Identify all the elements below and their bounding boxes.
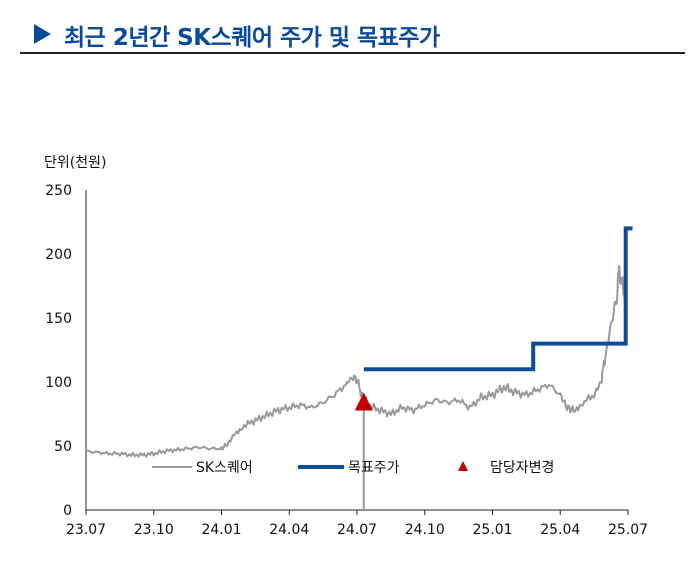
chart-title: 최근 2년간 SK스퀘어 주가 및 목표주가: [64, 25, 440, 51]
series-line-sk-square: [85, 264, 627, 458]
y-tick-label: 50: [54, 439, 72, 455]
legend: SK스퀘어 목표주가 담당자변경: [152, 460, 554, 476]
legend-label-manager-change: 담당자변경: [490, 460, 554, 476]
y-tick-label: 200: [45, 247, 72, 263]
x-ticks: 23.07 23.10 24.01 24.04 24.07 24.10 25.01 25.04…: [66, 510, 648, 538]
x-tick-label: 24.07: [337, 522, 377, 538]
y-ticks: 0 50 100 150 200 250: [45, 183, 72, 519]
x-tick-label: 25.04: [540, 522, 580, 538]
x-tick-label: 24.10: [405, 522, 445, 538]
series-line-target-price: [363, 226, 633, 372]
x-tick-label: 23.07: [66, 522, 106, 538]
manager-change-marker: [354, 392, 373, 411]
x-tick-label: 24.04: [269, 522, 309, 538]
y-tick-label: 100: [45, 375, 72, 391]
y-tick-label: 150: [45, 311, 72, 327]
x-tick-label: 25.07: [608, 522, 648, 538]
chart-header: 최근 2년간 SK스퀘어 주가 및 목표주가: [20, 12, 685, 54]
title-triangle-icon: [34, 24, 51, 44]
unit-label: 단위(천원): [44, 155, 106, 171]
title-divider: [20, 52, 685, 54]
y-tick-label: 0: [63, 503, 72, 519]
legend-label-sk-square: SK스퀘어: [196, 460, 253, 476]
y-tick-label: 250: [45, 183, 72, 199]
legend-label-target-price: 목표주가: [348, 460, 400, 476]
legend-swatch-manager-change: [458, 461, 468, 471]
x-tick-label: 23.10: [134, 522, 174, 538]
x-tick-label: 25.01: [472, 522, 512, 538]
x-tick-label: 24.01: [201, 522, 241, 538]
